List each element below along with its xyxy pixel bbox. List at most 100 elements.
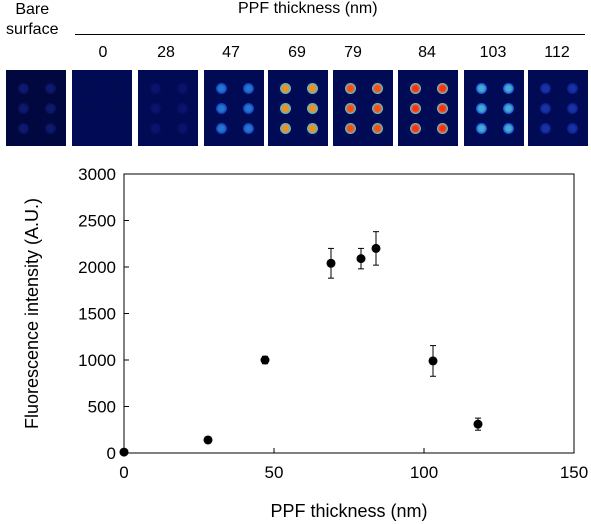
thumbnail-6 <box>398 70 458 146</box>
column-label-4: 79 <box>344 44 362 61</box>
fluorescence-spot <box>176 122 188 134</box>
fluorescence-spot <box>149 122 161 134</box>
data-point-4 <box>356 254 366 264</box>
fluorescence-spot <box>110 82 122 94</box>
fluorescence-spot <box>83 102 95 114</box>
fluorescence-spot <box>176 82 188 94</box>
fluorescence-spot <box>110 122 122 134</box>
fluorescence-spot <box>502 82 514 94</box>
fluorescence-spot <box>306 122 318 134</box>
x-tick-label: 0 <box>119 463 128 482</box>
fluorescence-spot <box>436 82 448 94</box>
x-axis-label: PPF thickness (nm) <box>270 501 427 521</box>
thumbnail-7 <box>464 70 524 146</box>
column-label-5: 84 <box>418 44 436 61</box>
fluorescence-spot <box>83 82 95 94</box>
fluorescence-spot <box>539 102 551 114</box>
fluorescence-spot <box>279 82 291 94</box>
thumbnail-3 <box>204 70 264 146</box>
ppf-thickness-header: PPF thickness (nm) <box>238 0 378 17</box>
fluorescence-spot <box>371 122 383 134</box>
thumbnail-5 <box>333 70 393 146</box>
fluorescence-spot <box>409 102 421 114</box>
fluorescence-spot <box>149 102 161 114</box>
fluorescence-spot <box>242 122 254 134</box>
fluorescence-spot <box>436 122 448 134</box>
thumbnail-1 <box>72 70 132 146</box>
fluorescence-spot <box>539 82 551 94</box>
fluorescence-spot <box>502 102 514 114</box>
fluorescence-spot <box>566 102 578 114</box>
fluorescence-spot <box>502 122 514 134</box>
fluorescence-spot <box>344 122 356 134</box>
fluorescence-spot <box>44 102 56 114</box>
y-tick-label: 2000 <box>78 258 116 277</box>
y-axis-label: Fluorescence intensity (A.U.) <box>22 198 42 429</box>
x-tick-label: 100 <box>410 463 438 482</box>
fluorescence-spot <box>539 122 551 134</box>
x-tick-label: 50 <box>265 463 284 482</box>
fluorescence-spot <box>436 102 448 114</box>
fluorescence-spot <box>475 82 487 94</box>
column-label-0: 0 <box>98 44 108 61</box>
fluorescence-spot <box>215 122 227 134</box>
fluorescence-spot <box>215 102 227 114</box>
fluorescence-spot <box>306 102 318 114</box>
data-point-1 <box>203 435 213 445</box>
y-tick-label: 2500 <box>78 212 116 231</box>
data-point-3 <box>326 258 336 268</box>
bare-label-line2: surface <box>6 21 59 38</box>
header-rule <box>75 34 585 35</box>
x-tick-label: 150 <box>560 463 588 482</box>
y-tick-label: 3000 <box>78 165 116 184</box>
fluorescence-spot <box>149 82 161 94</box>
column-label-1: 28 <box>157 44 175 61</box>
fluorescence-spot <box>409 82 421 94</box>
fluorescence-spot <box>371 102 383 114</box>
fluorescence-spot <box>279 102 291 114</box>
thumbnail-8 <box>528 70 588 146</box>
fluorescence-spot <box>83 122 95 134</box>
thumbnail-2 <box>138 70 198 146</box>
column-label-2: 47 <box>222 44 240 61</box>
fluorescence-spot <box>306 82 318 94</box>
fluorescence-spot <box>371 82 383 94</box>
fluorescence-spot <box>17 122 29 134</box>
column-label-3: 69 <box>288 44 306 61</box>
fluorescence-spot <box>242 82 254 94</box>
fluorescence-spot <box>17 102 29 114</box>
data-point-7 <box>473 419 483 429</box>
y-tick-label: 500 <box>88 398 116 417</box>
fluorescence-spot <box>566 82 578 94</box>
fluorescence-spot <box>242 102 254 114</box>
column-label-6: 103 <box>479 44 507 61</box>
fluorescence-spot <box>215 82 227 94</box>
bare-label-line1: Bare <box>15 1 50 18</box>
fluorescence-spot <box>566 122 578 134</box>
fluorescence-spot <box>409 122 421 134</box>
data-point-6 <box>428 356 438 366</box>
fluorescence-spot <box>279 122 291 134</box>
fluorescence-spot <box>176 102 188 114</box>
thumbnail-0 <box>6 70 66 146</box>
data-point-5 <box>371 243 381 253</box>
column-label-7: 112 <box>544 44 570 61</box>
thumbnail-4 <box>268 70 328 146</box>
fluorescence-spot <box>110 102 122 114</box>
fluorescence-spot <box>17 82 29 94</box>
fluorescence-spot <box>344 82 356 94</box>
plot-frame <box>123 173 575 454</box>
data-point-0 <box>119 447 129 457</box>
y-tick-label: 1500 <box>78 305 116 324</box>
bare-surface-label: Bare surface <box>6 0 58 40</box>
fluorescence-spot <box>44 122 56 134</box>
fluorescence-spot <box>344 102 356 114</box>
fluorescence-spot <box>475 102 487 114</box>
data-points <box>119 243 483 457</box>
fluorescence-spot <box>44 82 56 94</box>
y-tick-label: 0 <box>107 444 116 463</box>
y-tick-label: 1000 <box>78 351 116 370</box>
fluorescence-spot <box>475 122 487 134</box>
error-bars <box>262 231 481 431</box>
